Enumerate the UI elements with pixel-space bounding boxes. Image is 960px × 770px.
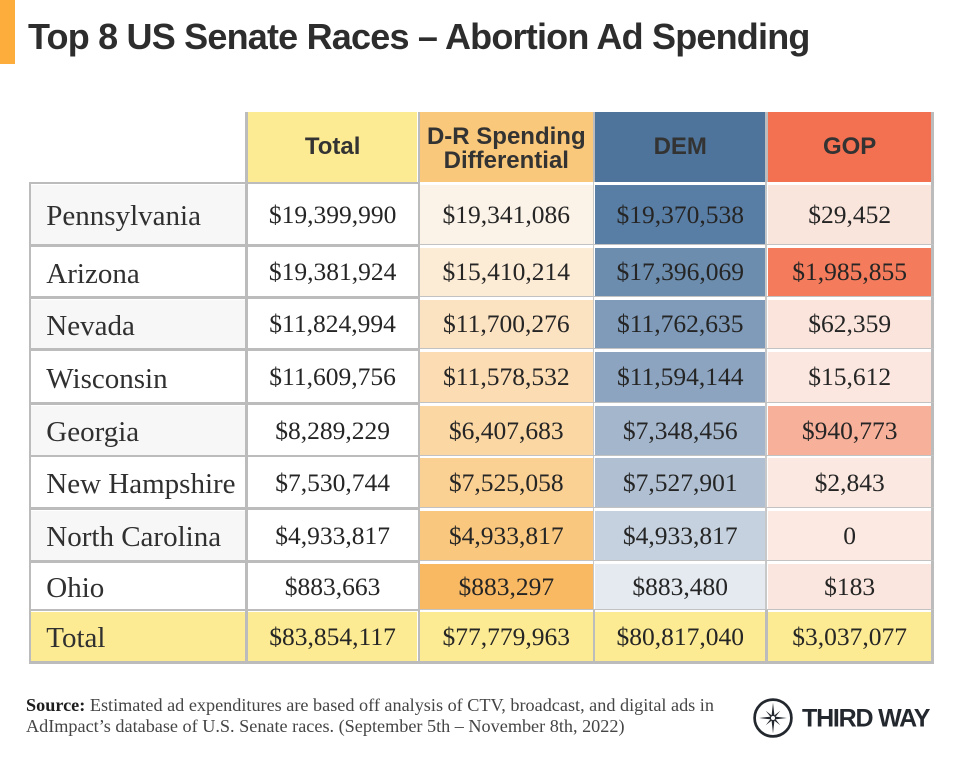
svg-text:THIRD WAY: THIRD WAY xyxy=(802,705,931,733)
